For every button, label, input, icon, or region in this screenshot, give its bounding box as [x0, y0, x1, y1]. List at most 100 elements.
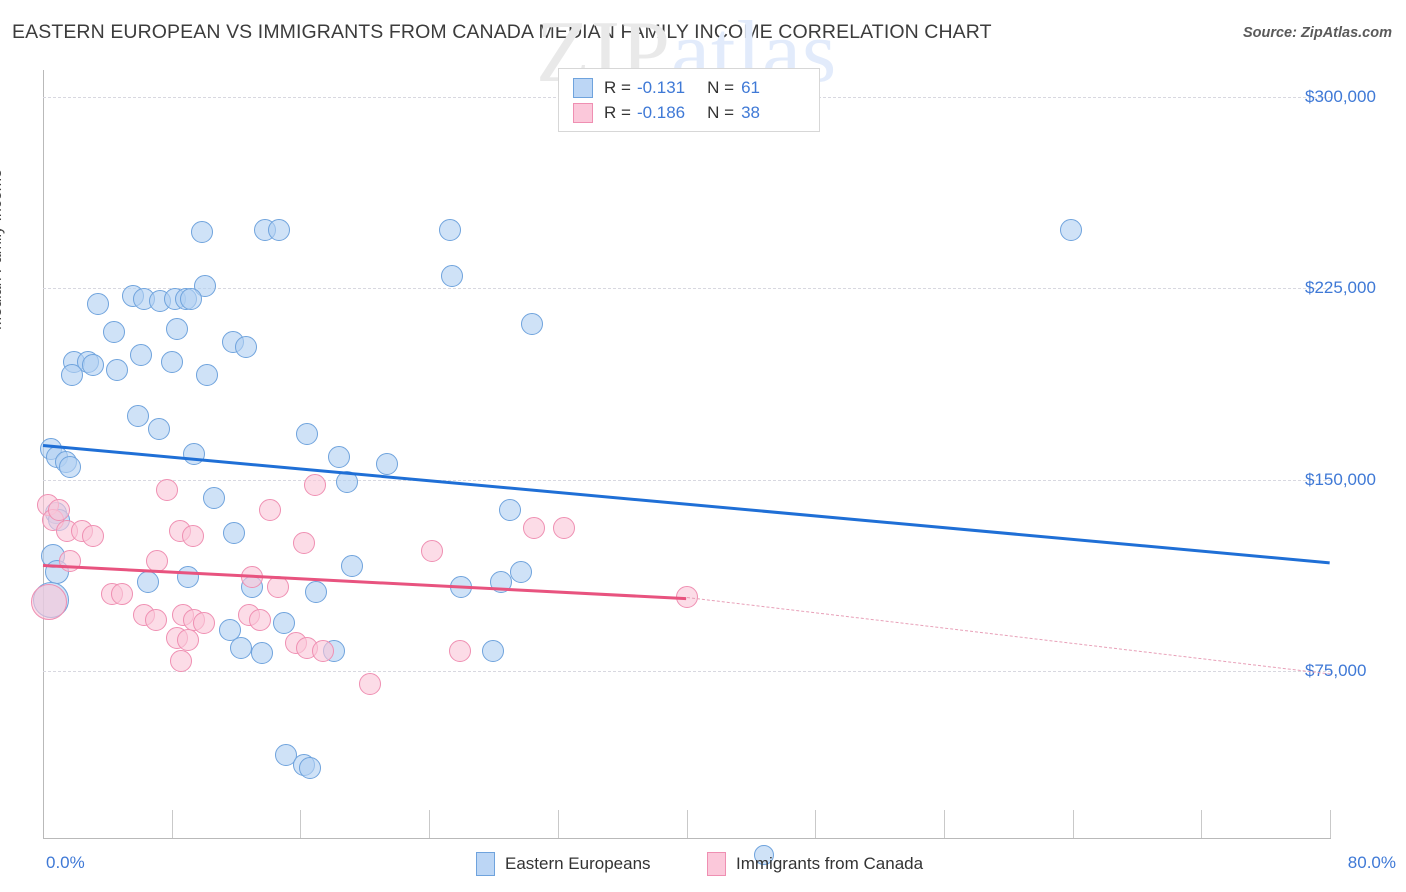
- data-point: [155, 478, 178, 501]
- plot-area: ZIPatlas $75,000 $150,000 $225,000 $300,000: [31, 4, 1376, 865]
- x-axis-tick: [943, 810, 945, 838]
- legend-label-eastern-europeans: Eastern Europeans: [505, 854, 651, 873]
- data-point: [59, 455, 82, 478]
- y-axis-title: Median Family Income: [0, 169, 5, 330]
- stats-legend: R = -0.131 N = 61 R = -0.186 N = 38: [558, 68, 820, 132]
- data-point: [147, 417, 170, 440]
- data-point: [675, 586, 698, 609]
- x-axis-tick: [815, 810, 817, 838]
- data-point: [181, 524, 204, 547]
- data-point: [448, 639, 471, 662]
- data-point: [196, 364, 219, 387]
- data-point: [165, 318, 188, 341]
- data-point: [86, 292, 109, 315]
- y-axis-tick-label: $150,000: [1305, 469, 1376, 489]
- data-point: [130, 343, 153, 366]
- x-axis-tick: [300, 810, 302, 838]
- data-point: [305, 580, 328, 603]
- data-point: [299, 756, 322, 779]
- x-axis-tick: [1330, 810, 1331, 838]
- trendline-extension-pink: [686, 597, 1331, 675]
- data-point: [48, 499, 71, 522]
- data-point: [376, 453, 399, 476]
- data-point: [110, 583, 133, 606]
- data-point: [440, 264, 463, 287]
- legend-swatch-immigrants-canada: [573, 103, 593, 123]
- data-point: [31, 584, 68, 621]
- data-point: [490, 570, 513, 593]
- data-point: [553, 517, 576, 540]
- n-label-pink: N =: [707, 103, 735, 122]
- data-point: [241, 565, 264, 588]
- data-point: [192, 611, 215, 634]
- data-point: [202, 486, 225, 509]
- data-point: [81, 524, 104, 547]
- trendline-blue: [42, 443, 1331, 565]
- legend-color-pink: [707, 852, 726, 876]
- data-point: [60, 364, 83, 387]
- legend-item-eastern-europeans[interactable]: Eastern Europeans: [476, 852, 651, 876]
- data-point: [509, 560, 532, 583]
- data-point: [160, 351, 183, 374]
- data-point: [268, 218, 291, 241]
- data-point: [144, 608, 167, 631]
- data-point: [439, 218, 461, 241]
- data-point: [1059, 218, 1082, 241]
- data-point: [258, 499, 281, 522]
- data-point: [295, 422, 318, 445]
- n-label-blue: N =: [707, 78, 735, 97]
- data-point: [170, 649, 193, 672]
- data-point: [274, 744, 297, 767]
- data-point: [102, 320, 125, 343]
- data-point: [450, 575, 473, 598]
- data-point: [303, 473, 326, 496]
- x-axis-min-label: 0.0%: [46, 853, 85, 872]
- x-axis-tick: [171, 810, 173, 838]
- n-value-blue: 61: [741, 78, 760, 97]
- stats-legend-row-blue: R = -0.131 N = 61: [573, 77, 760, 99]
- data-point: [183, 443, 206, 466]
- data-point: [180, 287, 202, 310]
- data-point: [218, 619, 241, 642]
- legend-swatch-eastern-europeans: [573, 78, 593, 98]
- data-point: [106, 358, 128, 381]
- r-value-blue: -0.131: [636, 78, 686, 97]
- data-point: [59, 550, 82, 573]
- x-axis-tick: [557, 810, 559, 838]
- data-point: [266, 575, 289, 598]
- data-point: [421, 540, 444, 563]
- gridline: [43, 288, 1331, 290]
- y-axis-tick-label: $225,000: [1305, 278, 1376, 298]
- data-point: [136, 570, 159, 593]
- data-point: [498, 499, 521, 522]
- source-label: Source: ZipAtlas.com: [1242, 25, 1392, 41]
- y-axis-tick-label: $75,000: [1305, 661, 1367, 680]
- data-point: [229, 637, 252, 660]
- data-point: [753, 844, 774, 865]
- gridline: [43, 671, 1331, 672]
- page-title: EASTERN EUROPEAN VS IMMIGRANTS FROM CANA…: [12, 21, 992, 43]
- data-point: [146, 550, 169, 573]
- data-point: [191, 221, 214, 244]
- data-point: [328, 445, 350, 468]
- data-point: [292, 532, 315, 555]
- data-point: [223, 522, 246, 545]
- data-point: [250, 642, 273, 665]
- y-axis-tick-label: $300,000: [1305, 87, 1376, 106]
- data-point: [336, 471, 359, 494]
- data-point: [273, 611, 296, 634]
- legend-item-immigrants-canada[interactable]: Immigrants from Canada: [707, 852, 923, 876]
- x-axis-line: [43, 838, 1331, 839]
- r-label-pink: R =: [604, 103, 631, 122]
- data-point: [176, 629, 199, 652]
- data-point: [176, 565, 199, 588]
- data-point: [358, 672, 381, 695]
- data-point: [249, 608, 272, 631]
- stats-legend-row-pink: R = -0.186 N = 38: [573, 102, 760, 124]
- data-point: [81, 353, 104, 376]
- n-value-pink: 38: [741, 103, 760, 122]
- data-point: [521, 313, 544, 336]
- r-value-pink: -0.186: [636, 103, 686, 122]
- data-point: [234, 336, 257, 358]
